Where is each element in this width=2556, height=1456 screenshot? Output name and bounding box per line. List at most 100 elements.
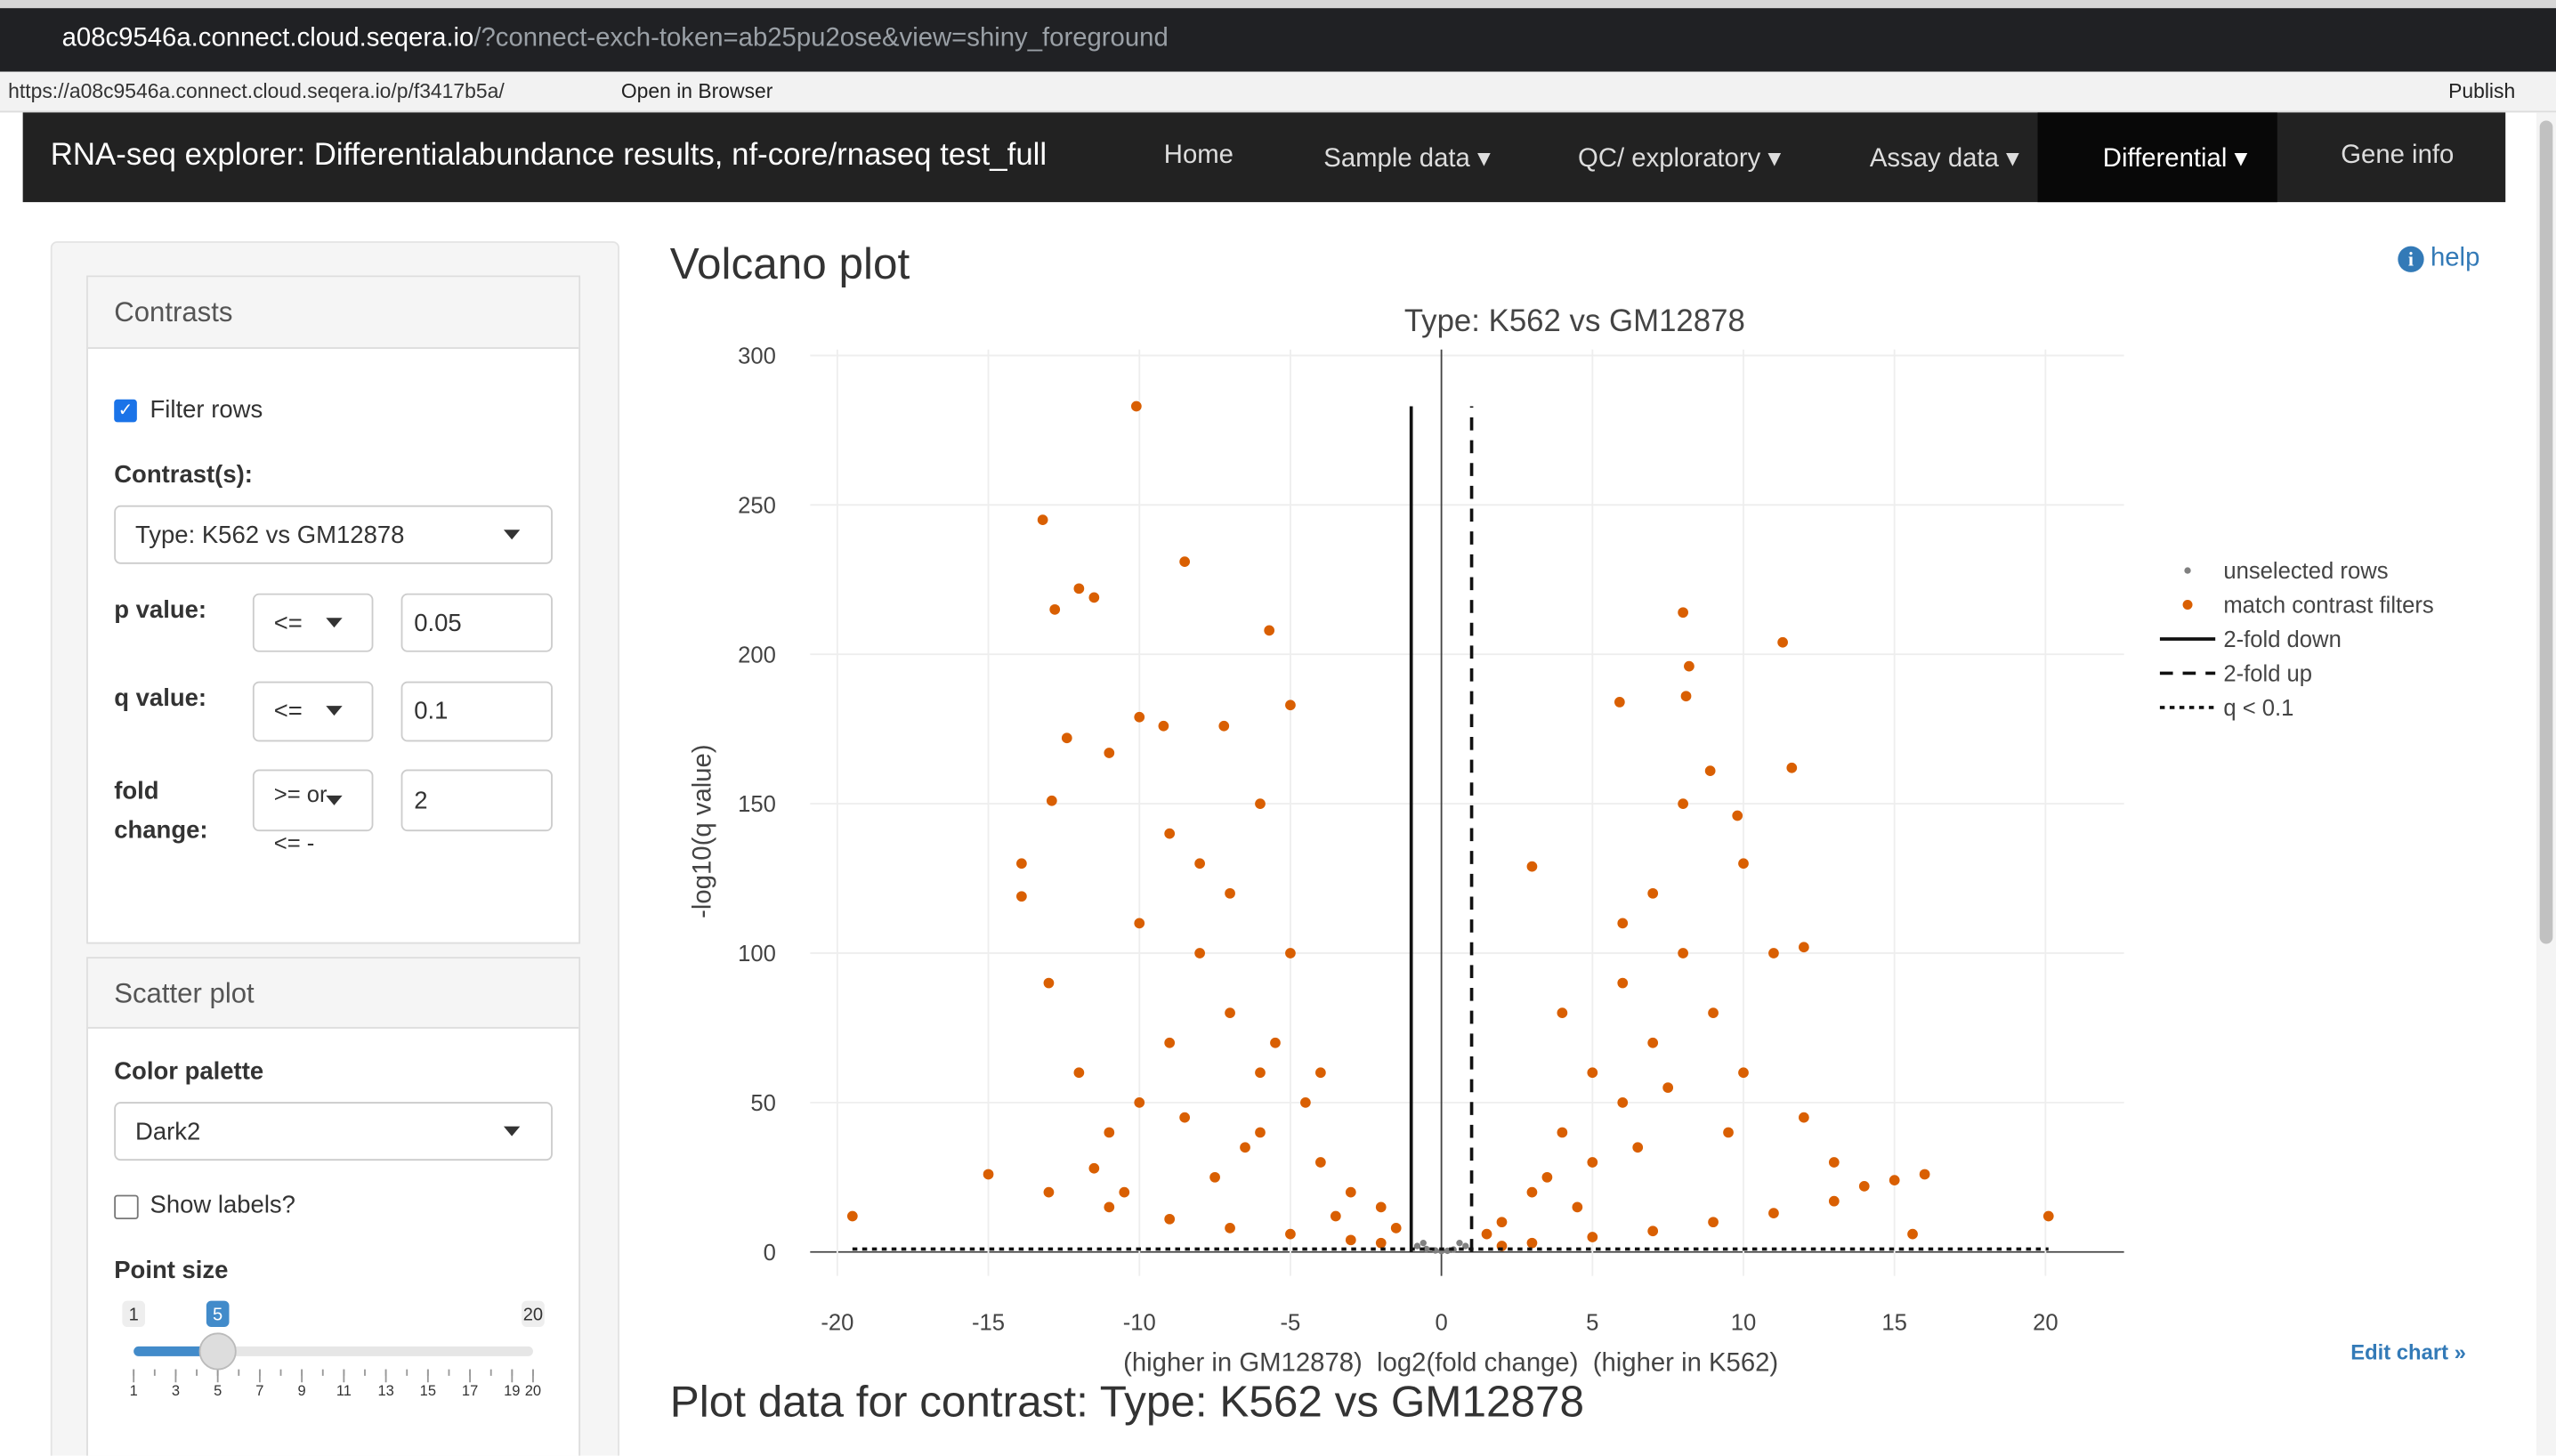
point [1526, 1237, 1538, 1249]
slider-tick-label: 20 [525, 1383, 541, 1399]
address-bar: a08c9546a.connect.cloud.seqera.io /?conn… [0, 8, 2556, 72]
point [1225, 1007, 1235, 1018]
point [1104, 1127, 1115, 1138]
panel-title: Contrasts [114, 296, 233, 328]
point [1678, 798, 1688, 809]
op-select[interactable]: <= [252, 593, 374, 652]
point [1285, 1228, 1296, 1240]
url-rest[interactable]: /?connect-exch-token=ab25pu2ose&view=shi… [473, 24, 1169, 53]
caret: ▾ [1998, 145, 2019, 174]
y-tick-label: 250 [738, 493, 776, 518]
checkbox-checked[interactable]: ✓ [114, 399, 137, 423]
point [1088, 592, 1100, 603]
field-label: Color palette [114, 1057, 264, 1086]
publish[interactable]: Publish [2448, 79, 2516, 103]
point [1046, 795, 1057, 806]
contrast-select[interactable]: Type: K562 vs GM12878 [114, 505, 553, 564]
legend-label: match contrast filters [2223, 594, 2433, 619]
slider-badge-label: 5 [213, 1306, 222, 1325]
point-size-slider[interactable]: 1 3 5 7 9 11 13 15 17 19 201 205 [98, 1288, 570, 1410]
chart-title: Type: K562 vs GM12878 [1404, 303, 1745, 338]
point [1043, 1186, 1055, 1198]
point [1704, 765, 1716, 777]
op-value: >= or <= - [273, 781, 328, 856]
point [1073, 583, 1085, 595]
point [1456, 1240, 1463, 1247]
caret [326, 706, 343, 716]
legend-label: unselected rows [2223, 559, 2388, 584]
nav-item[interactable]: Differential ▾ [2102, 145, 2248, 174]
help-link[interactable]: help [2430, 244, 2480, 272]
point [1345, 1234, 1356, 1246]
point [1016, 858, 1027, 870]
point [1164, 828, 1176, 839]
nav-item[interactable]: Home [1163, 142, 1234, 170]
x-tick-label: -20 [821, 1311, 853, 1336]
edit-chart[interactable]: Edit chart » [2350, 1339, 2466, 1365]
point [1134, 711, 1145, 723]
point [1134, 1097, 1145, 1108]
point [1130, 400, 1142, 412]
point [1907, 1228, 1918, 1240]
fc-input[interactable]: 2 [400, 769, 553, 832]
y-tick-label: 150 [738, 792, 776, 817]
point [1587, 1232, 1598, 1242]
open-in-browser[interactable]: Open in Browser [620, 79, 773, 103]
point [1016, 891, 1027, 902]
checkbox[interactable] [114, 1194, 139, 1220]
slider-badge [122, 1300, 146, 1327]
point [1828, 1157, 1840, 1168]
nav-item[interactable]: Gene info [2341, 142, 2455, 170]
point [1073, 1067, 1085, 1079]
point [1678, 948, 1688, 959]
url-host[interactable]: a08c9546a.connect.cloud.seqera.io [61, 24, 474, 53]
point [1061, 732, 1072, 744]
op-select[interactable]: >= or <= - [252, 769, 374, 856]
point [1285, 948, 1296, 959]
input-value: 0.1 [414, 697, 449, 726]
point [1270, 1037, 1281, 1048]
point [1375, 1201, 1387, 1213]
point [1647, 1225, 1659, 1237]
nav-item[interactable]: QC/ exploratory ▾ [1578, 145, 1782, 174]
point [1889, 1175, 1900, 1186]
p-input[interactable]: 0.05 [400, 593, 553, 652]
x-tick-label: -5 [1281, 1311, 1301, 1336]
point [983, 1169, 994, 1180]
table-heading: Plot data for contrast: Type: K562 vs GM… [669, 1377, 1585, 1427]
point [1375, 1237, 1387, 1249]
point [1858, 1181, 1870, 1192]
status-url: https://a08c9546a.connect.cloud.seqera.i… [8, 79, 505, 103]
op-value: <= [273, 609, 303, 637]
slider-tick-label: 11 [336, 1383, 352, 1399]
nav-item[interactable]: Assay data ▾ [1869, 145, 2019, 174]
scroll-thumb[interactable] [2539, 120, 2553, 944]
scatter-panel: Scatter plot [86, 957, 581, 1456]
input-value: 2 [414, 786, 428, 814]
y-tick-label: 100 [738, 942, 776, 967]
help-icon[interactable]: i [2398, 246, 2424, 272]
point [1481, 1228, 1492, 1240]
point [1799, 942, 1809, 953]
point [1572, 1201, 1583, 1213]
point [1088, 1162, 1100, 1174]
slider-badge-label: 20 [523, 1306, 543, 1325]
caret [503, 530, 521, 540]
point [1557, 1007, 1568, 1018]
nav-item[interactable]: Sample data ▾ [1323, 145, 1491, 174]
field-label: Contrast(s): [114, 461, 253, 489]
point [1462, 1242, 1469, 1250]
caret [326, 795, 343, 805]
point [1680, 691, 1692, 702]
op-select[interactable]: <= [252, 681, 374, 742]
point [1738, 858, 1749, 870]
q-input[interactable]: 0.1 [400, 681, 553, 742]
slider-tick-label: 1 [130, 1383, 138, 1399]
x-tick-label: -10 [1123, 1311, 1156, 1336]
point [1285, 700, 1296, 711]
palette-select[interactable]: Dark2 [114, 1102, 553, 1161]
point [1708, 1217, 1719, 1228]
point [1647, 887, 1659, 899]
x-tick-label: 10 [1731, 1311, 1757, 1336]
